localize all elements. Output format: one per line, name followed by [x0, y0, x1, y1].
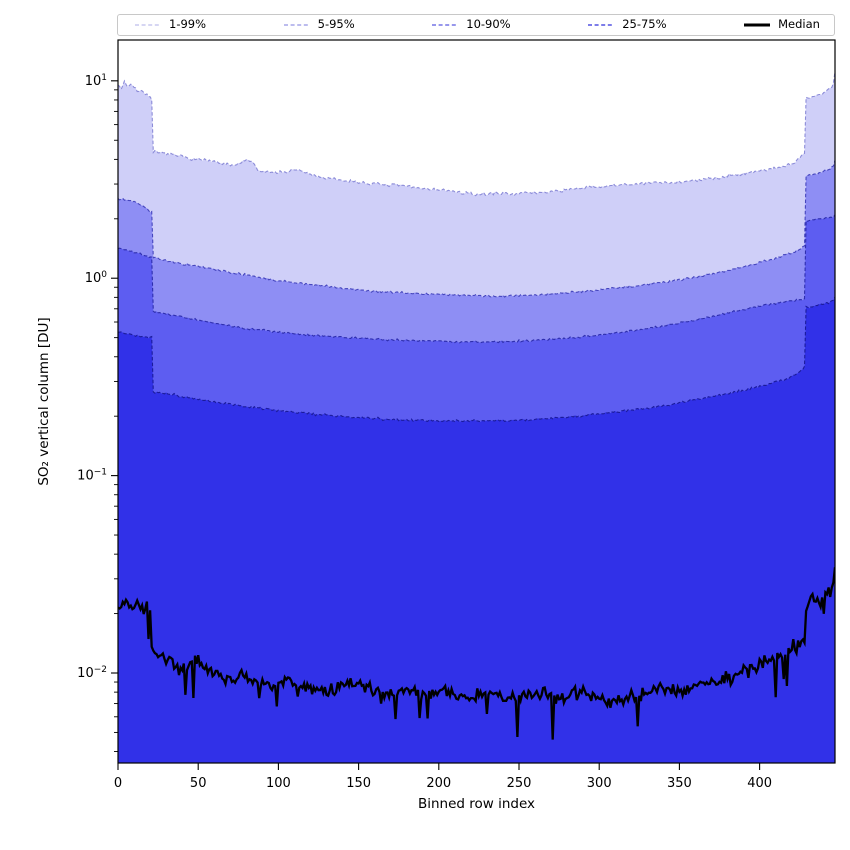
legend-label: 25-75%	[622, 17, 667, 32]
x-axis-label: Binned row index	[418, 796, 535, 812]
x-axis: 0 50 100 150 200 250 300 350 400	[114, 763, 772, 791]
legend-entry-median: Median	[743, 19, 820, 31]
x-tick-label: 400	[747, 776, 772, 791]
x-tick-label: 100	[266, 776, 291, 791]
band-edge-p90_upper	[118, 214, 835, 344]
band-edge-p75_upper	[118, 296, 835, 423]
band-legend-swatch-icon	[135, 24, 161, 26]
band-legend-swatch-icon	[432, 24, 459, 26]
median-legend-swatch-icon	[744, 23, 771, 27]
y-tick-label: 10−1	[77, 468, 107, 484]
band-edges	[118, 71, 835, 740]
band-edge-p99_upper	[118, 71, 835, 197]
y-tick-label: 10−2	[77, 665, 107, 681]
legend-entry-25-75: 25-75%	[587, 17, 667, 32]
x-tick-label: 0	[114, 776, 122, 791]
band-legend-swatch-icon	[588, 24, 615, 26]
y-tick-label: 101	[85, 73, 107, 89]
x-tick-label: 150	[346, 776, 371, 791]
x-tick-label: 50	[190, 776, 207, 791]
legend-label: 10-90%	[466, 17, 511, 32]
legend-label: 5-95%	[317, 17, 355, 32]
x-tick-label: 200	[426, 776, 451, 791]
x-tick-label: 250	[507, 776, 532, 791]
x-tick-label: 350	[667, 776, 692, 791]
legend-entry-1-99: 1-99%	[134, 19, 206, 31]
legend: 1-99% 5-95% 10-90% 25-75% Median	[117, 14, 835, 36]
y-axis-label: SO₂ vertical column [DU]	[36, 317, 52, 485]
y-tick-label: 100	[85, 270, 108, 286]
legend-entry-5-95: 5-95%	[283, 19, 355, 31]
percentile-bands	[118, 71, 835, 763]
band-legend-swatch-icon	[283, 24, 310, 26]
legend-entry-10-90: 10-90%	[431, 17, 511, 32]
legend-label: 1-99%	[169, 17, 207, 32]
axes: 0 50 100 150 200 250 300 350 400 101 100 10−1 10−2 Bi…	[36, 39, 836, 812]
plot-border	[117, 39, 836, 764]
median-line	[118, 567, 835, 740]
x-tick-label: 300	[587, 776, 612, 791]
y-axis: 101 100 10−1 10−2	[77, 73, 118, 753]
legend-label: Median	[778, 17, 820, 32]
